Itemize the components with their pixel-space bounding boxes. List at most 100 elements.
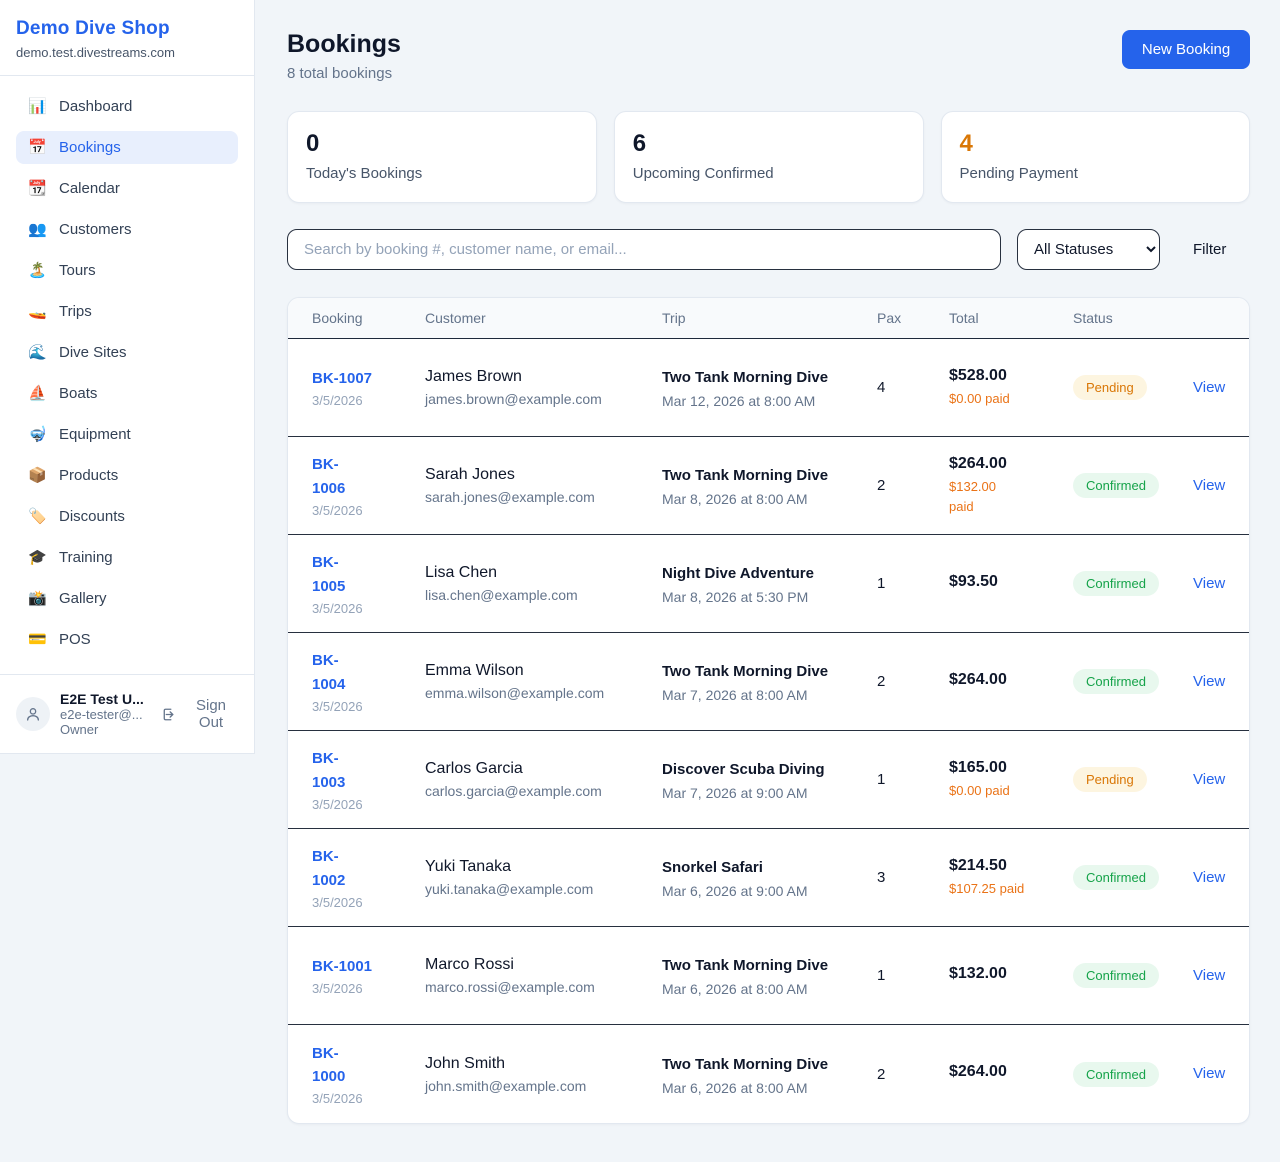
booking-date: 3/5/2026	[312, 981, 363, 997]
table-row: BK- 1000 3/5/2026 John Smith john.smith@ex…	[288, 1025, 1249, 1123]
main-content: Bookings 8 total bookings New Booking 0 …	[255, 0, 1280, 1156]
booking-id-link[interactable]: BK- 1006	[312, 456, 346, 497]
total-amount: $165.00	[949, 758, 1007, 776]
user-name: E2E Test U...	[60, 691, 144, 707]
sidebar-item-pos[interactable]: 💳 POS	[16, 623, 238, 656]
sidebar-item-dashboard[interactable]: 📊 Dashboard	[16, 90, 238, 123]
view-link[interactable]: View	[1193, 1065, 1226, 1082]
booking-id-link[interactable]: BK-1007	[312, 369, 373, 387]
table-row: BK- 1003 3/5/2026 Carlos Garcia carlos.gar…	[288, 731, 1250, 829]
table-row: BK- 1004 3/5/2026 Emma Wilson emma.wilson@…	[288, 633, 1250, 731]
sidebar-item-label: POS	[59, 631, 91, 648]
stat-value: 6	[632, 130, 647, 157]
status-select[interactable]: All Statuses	[1017, 229, 1160, 270]
sidebar-header: Demo Dive Shop demo.test.divestreams.com	[0, 0, 254, 76]
search-input[interactable]	[287, 229, 1001, 270]
stat-label: Pending Payment	[959, 165, 1078, 182]
view-link[interactable]: View	[1193, 378, 1226, 396]
booking-date: 3/5/2026	[312, 600, 363, 616]
sidebar-item-customers[interactable]: 👥 Customers	[16, 213, 238, 246]
column-header-total: Total	[949, 310, 979, 326]
table-row: BK-1007 3/5/2026 James Brown james.brown@e…	[288, 339, 1250, 437]
status-badge: Confirmed	[1073, 669, 1159, 694]
customer-name: Sarah Jones	[425, 466, 515, 483]
booking-id-link[interactable]: BK- 1004	[312, 652, 346, 693]
table-row: BK- 1002 3/5/2026 Yuki Tanaka yuki.tanaka@…	[288, 829, 1250, 927]
total-amount: $264.00	[949, 1063, 1007, 1080]
page-title: Bookings	[287, 30, 401, 58]
pax-count: 3	[877, 869, 886, 886]
pax-count: 1	[877, 771, 886, 788]
trip-name: Snorkel Safari	[662, 859, 763, 876]
trip-datetime: Mar 6, 2026 at 8:00 AM	[662, 981, 808, 997]
column-header-customer: Customer	[425, 310, 486, 326]
customer-name: James Brown	[425, 368, 522, 385]
sidebar-item-bookings[interactable]: 📅 Bookings	[16, 131, 238, 164]
booking-id-link[interactable]: BK- 1003	[312, 750, 346, 791]
sidebar-item-trips[interactable]: 🚤 Trips	[16, 295, 238, 328]
tag-icon: 🏷️	[28, 508, 47, 525]
view-link[interactable]: View	[1193, 770, 1226, 788]
sidebar-item-equipment[interactable]: 🤿 Equipment	[16, 418, 238, 451]
pax-count: 1	[877, 967, 886, 984]
trip-datetime: Mar 12, 2026 at 8:00 AM	[662, 393, 816, 409]
total-amount: $132.00	[949, 964, 1007, 982]
customer-name: Marco Rossi	[425, 956, 514, 973]
sidebar-item-dive-sites[interactable]: 🌊 Dive Sites	[16, 336, 238, 369]
stat-label: Today's Bookings	[306, 165, 423, 182]
booking-date: 3/5/2026	[312, 894, 363, 910]
sidebar-item-products[interactable]: 📦 Products	[16, 459, 238, 492]
customer-name: Emma Wilson	[425, 662, 524, 679]
sidebar-item-label: Equipment	[59, 426, 131, 443]
sidebar-item-boats[interactable]: ⛵ Boats	[16, 377, 238, 410]
sign-out-button[interactable]: Sign Out	[161, 697, 238, 731]
view-link[interactable]: View	[1193, 966, 1226, 984]
total-amount: $264.00	[949, 455, 1007, 472]
sidebar-item-label: Tours	[59, 262, 96, 279]
booking-id-link[interactable]: BK-1001	[312, 957, 373, 975]
wave-icon: 🌊	[28, 344, 47, 361]
status-badge: Confirmed	[1073, 473, 1159, 498]
sidebar-item-gallery[interactable]: 📸 Gallery	[16, 582, 238, 615]
booking-id-link[interactable]: BK- 1005	[312, 554, 346, 595]
sidebar-item-label: Dashboard	[59, 98, 133, 115]
view-link[interactable]: View	[1193, 574, 1226, 592]
view-link[interactable]: View	[1193, 868, 1226, 886]
customer-email: sarah.jones@example.com	[425, 489, 595, 505]
trip-name: Two Tank Morning Dive	[662, 369, 829, 386]
sidebar-item-tours[interactable]: 🏝️ Tours	[16, 254, 238, 287]
status-badge: Confirmed	[1073, 1061, 1159, 1087]
trip-name: Two Tank Morning Dive	[662, 957, 829, 974]
filter-bar: All Statuses Filter	[287, 229, 1250, 270]
table-row: BK- 1005 3/5/2026 Lisa Chen lisa.chen@exam…	[288, 535, 1250, 633]
stat-value: 4	[959, 130, 973, 157]
sidebar-item-calendar[interactable]: 📆 Calendar	[16, 172, 238, 205]
sidebar-user-section: E2E Test U... e2e-tester@... Owner Sign …	[0, 674, 254, 753]
filter-button[interactable]: Filter	[1193, 241, 1227, 258]
sidebar-item-training[interactable]: 🎓 Training	[16, 541, 238, 574]
trip-name: Two Tank Morning Dive	[662, 467, 829, 484]
booking-id-link[interactable]: BK- 1000	[312, 1044, 346, 1085]
shop-name: Demo Dive Shop	[16, 18, 170, 39]
view-link[interactable]: View	[1193, 672, 1226, 690]
package-icon: 📦	[28, 467, 47, 484]
sign-out-label: Sign Out	[196, 697, 227, 731]
booking-id-link[interactable]: BK- 1002	[312, 848, 346, 889]
sailboat-icon: ⛵	[28, 385, 47, 402]
sidebar-item-label: Dive Sites	[59, 344, 127, 361]
customer-email: john.smith@example.com	[425, 1077, 587, 1094]
view-link[interactable]: View	[1193, 476, 1226, 494]
island-icon: 🏝️	[28, 262, 47, 279]
user-meta: E2E Test U... e2e-tester@... Owner	[60, 691, 149, 737]
new-booking-button[interactable]: New Booking	[1121, 30, 1251, 69]
status-badge: Confirmed	[1073, 571, 1159, 596]
logout-icon	[163, 708, 174, 720]
column-header-status: Status	[1073, 310, 1113, 326]
pax-count: 2	[877, 673, 886, 690]
sidebar-item-discounts[interactable]: 🏷️ Discounts	[16, 500, 238, 533]
avatar	[16, 697, 50, 731]
customer-email: emma.wilson@example.com	[425, 685, 605, 701]
sidebar-nav: 📊 Dashboard 📅 Bookings 📆 Calendar 👥 Customer…	[0, 76, 254, 674]
tear-off-calendar-icon: 📆	[28, 180, 47, 197]
